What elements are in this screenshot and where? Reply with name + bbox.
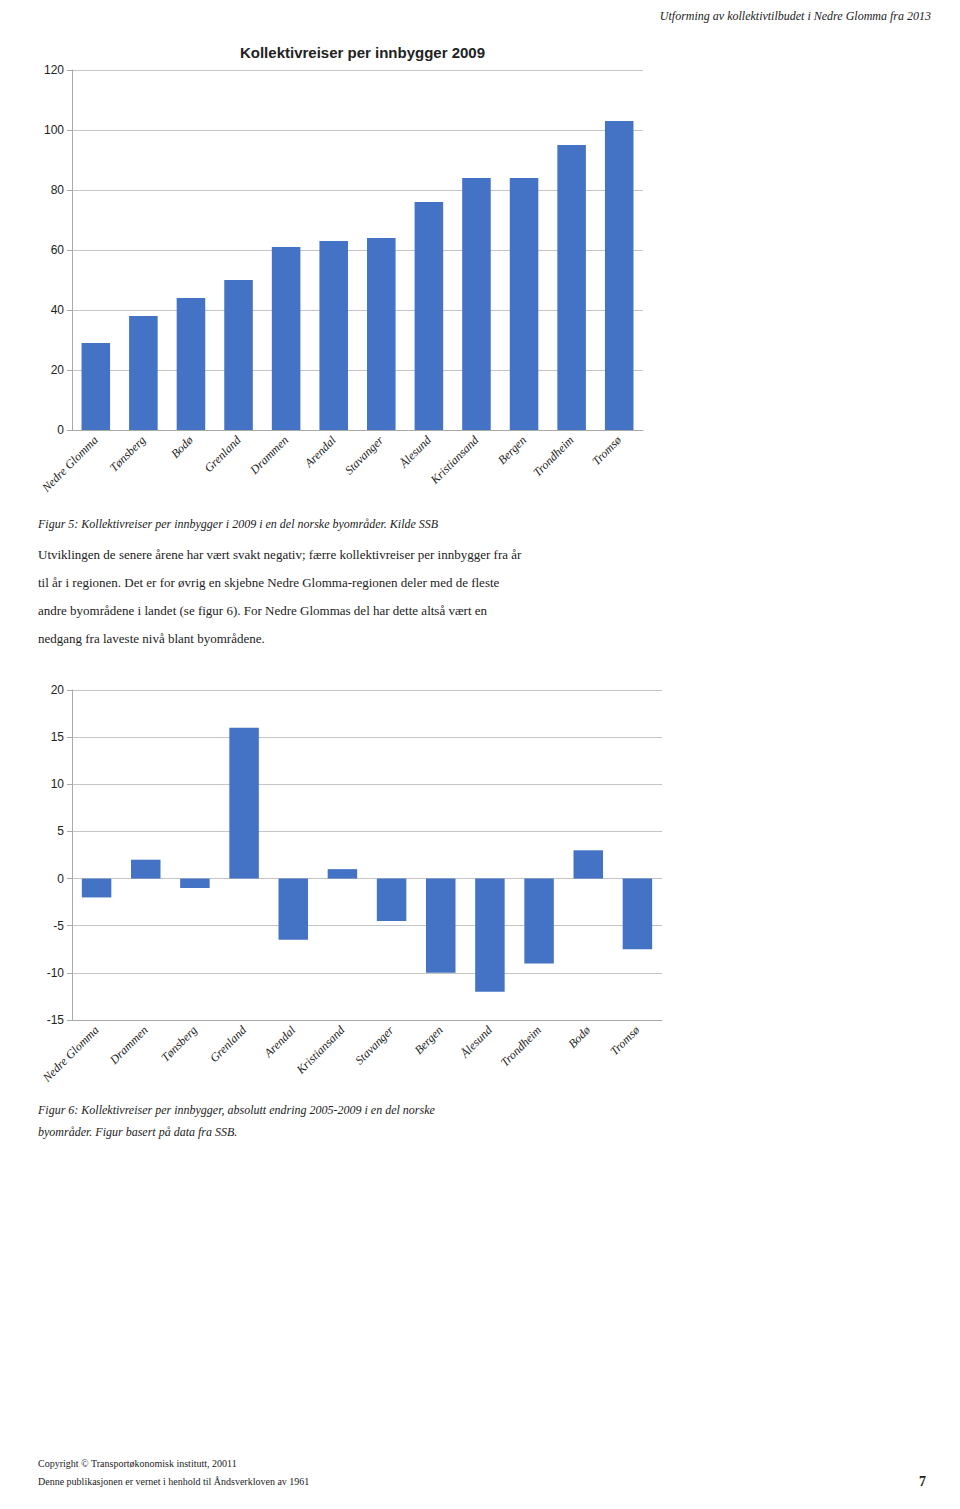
svg-text:Ålesund: Ålesund [396,432,435,471]
svg-text:Bodø: Bodø [168,432,196,460]
svg-text:Kollektivreiser per innbygger: Kollektivreiser per innbygger 2009 [240,44,485,61]
svg-text:til år i regionen. Det er for: til år i regionen. Det er for øvrig en s… [38,575,500,590]
svg-text:Drammen: Drammen [247,433,292,478]
svg-text:120: 120 [44,63,64,77]
svg-text:15: 15 [51,730,65,744]
svg-text:-15: -15 [47,1013,65,1027]
svg-text:0: 0 [57,872,64,886]
svg-text:nedgang fra laveste nivå blant: nedgang fra laveste nivå blant byområden… [38,631,265,646]
svg-text:7: 7 [919,1474,926,1489]
svg-text:20: 20 [51,363,65,377]
svg-text:5: 5 [57,824,64,838]
svg-text:Tromsø: Tromsø [589,432,625,468]
svg-text:Drammen: Drammen [106,1023,151,1068]
svg-text:-10: -10 [47,966,65,980]
svg-text:Trondheim: Trondheim [498,1023,545,1070]
svg-text:Kristiansand: Kristiansand [293,1022,348,1077]
svg-text:Tromsø: Tromsø [607,1022,643,1058]
svg-text:Denne publikasjonen er vernet: Denne publikasjonen er vernet i henhold … [38,1476,309,1487]
svg-text:60: 60 [51,243,65,257]
svg-text:0: 0 [57,423,64,437]
svg-text:80: 80 [51,183,65,197]
svg-text:Figur 6: Kollektivreiser per i: Figur 6: Kollektivreiser per innbygger, … [37,1103,436,1117]
svg-text:byområder. Figur basert på dat: byområder. Figur basert på data fra SSB. [38,1125,237,1139]
svg-text:-5: -5 [53,919,64,933]
svg-text:Trondheim: Trondheim [530,433,577,480]
svg-text:Tønsberg: Tønsberg [107,433,149,475]
svg-text:Figur 5: Kollektivreiser per i: Figur 5: Kollektivreiser per innbygger i… [37,517,439,531]
svg-text:Nedre Glomma: Nedre Glomma [39,1023,101,1085]
svg-text:Ålesund: Ålesund [457,1022,496,1061]
svg-text:Bodø: Bodø [565,1022,593,1050]
svg-text:Arendal: Arendal [261,1023,299,1061]
svg-text:40: 40 [51,303,65,317]
svg-text:20: 20 [51,683,65,697]
svg-text:Bergen: Bergen [412,1023,446,1057]
svg-text:Tønsberg: Tønsberg [158,1023,200,1065]
svg-text:Nedre Glomma: Nedre Glomma [38,433,100,495]
svg-text:Bergen: Bergen [495,433,529,467]
svg-text:Utforming av kollektivtilbudet: Utforming av kollektivtilbudet i Nedre G… [660,9,931,23]
svg-text:10: 10 [51,777,65,791]
svg-text:Stavanger: Stavanger [352,1023,396,1067]
svg-text:Kristiansand: Kristiansand [427,432,482,487]
svg-text:Grenland: Grenland [201,432,244,475]
svg-text:100: 100 [44,123,64,137]
svg-text:andre byområdene i landet (se: andre byområdene i landet (se figur 6). … [38,603,488,618]
svg-text:Grenland: Grenland [207,1022,250,1065]
svg-text:Stavanger: Stavanger [342,433,386,477]
svg-text:Utviklingen de senere årene ha: Utviklingen de senere årene har vært sva… [38,547,522,562]
svg-text:Copyright © Transportøkonomisk: Copyright © Transportøkonomisk institutt… [38,1458,237,1469]
svg-text:Arendal: Arendal [301,433,339,471]
